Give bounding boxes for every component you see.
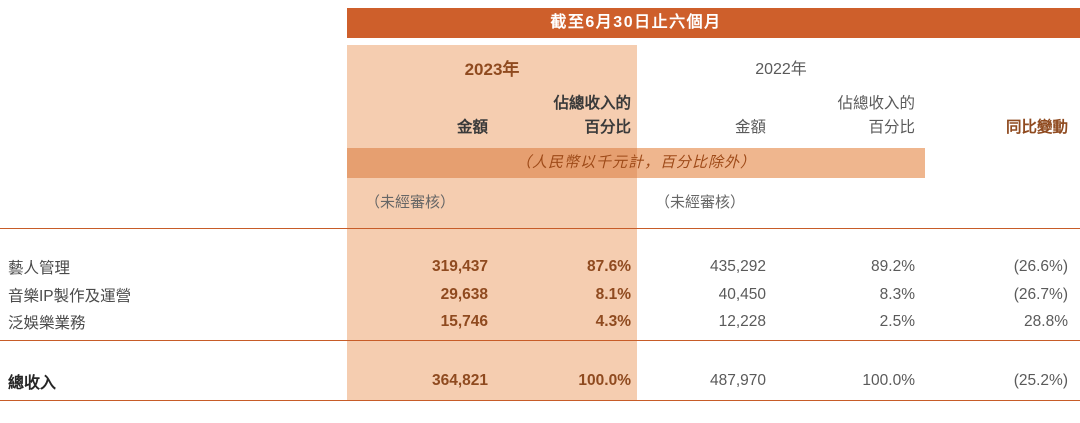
- total-amount-2022-cell: 487,970: [709, 371, 766, 389]
- amount-2023-header: 金額: [456, 119, 488, 136]
- yoy-change-header: 同比變動: [1005, 119, 1068, 136]
- percent-2022-cell: 2.5%: [879, 312, 915, 330]
- total-percent-2022-cell: 100.0%: [862, 371, 915, 389]
- total-amount-2023-cell: 364,821: [431, 371, 488, 389]
- unaudited-2023-label: （未經審核）: [365, 193, 456, 211]
- amount-2022-cell: 12,228: [718, 312, 766, 330]
- total-divider-line: [0, 340, 1080, 341]
- amount-2022-cell: 435,292: [709, 258, 766, 275]
- percent-2023-cell: 87.6%: [587, 258, 631, 275]
- total-yoy-change-cell: (25.2%): [1013, 371, 1068, 389]
- percent-2023-cell: 4.3%: [595, 312, 631, 330]
- total-row-label: 總收入: [8, 374, 57, 392]
- bottom-line: [0, 400, 1080, 401]
- row-label: 藝人管理: [8, 260, 71, 277]
- unit-note-band-2023: [347, 148, 637, 178]
- amount-2023-cell: 15,746: [440, 312, 488, 330]
- total-row: 總收入 364,821 100.0% 487,970 100.0% (25.2%…: [0, 367, 1080, 394]
- amount-2022-cell: 40,450: [718, 285, 766, 303]
- unaudited-2022-label: （未經審核）: [655, 193, 746, 211]
- unaudited-row: （未經審核） （未經審核）: [0, 188, 1080, 214]
- column-header-row: 金額 百分比 金額 百分比 同比變動: [0, 112, 1080, 140]
- unit-note: （人民幣以千元計，百分比除外）: [515, 154, 756, 171]
- share-of-revenue-2023-header: 佔總收入的: [553, 95, 631, 112]
- unit-note-band-2022: [637, 148, 925, 178]
- row-label: 音樂IP製作及運營: [8, 287, 132, 305]
- row-label: 泛娛樂業務: [8, 314, 86, 332]
- total-percent-2023-cell: 100.0%: [578, 371, 631, 389]
- column-highlight-2023: [347, 45, 637, 401]
- table-row: 泛娛樂業務 15,746 4.3% 12,228 2.5% 28.8%: [0, 308, 1080, 335]
- share-header-row: 佔總收入的 佔總收入的: [0, 92, 1080, 112]
- period-header-bar: 截至6月30日止六個月: [347, 8, 1080, 38]
- yoy-change-cell: 28.8%: [1024, 312, 1068, 330]
- yoy-change-cell: (26.6%): [1013, 258, 1068, 275]
- amount-2022-header: 金額: [734, 119, 766, 136]
- year-2022-header: 2022年: [755, 61, 807, 78]
- share-of-revenue-2022-header: 佔總收入的: [837, 95, 915, 112]
- year-header-row: 2023年 2022年: [0, 52, 1080, 82]
- percent-2022-header: 百分比: [868, 119, 915, 136]
- year-2023-header: 2023年: [464, 59, 520, 79]
- percent-2022-cell: 8.3%: [879, 285, 915, 303]
- table-row: 藝人管理 319,437 87.6% 435,292 89.2% (26.6%): [0, 253, 1080, 281]
- amount-2023-cell: 319,437: [431, 258, 488, 275]
- percent-2023-header: 百分比: [584, 119, 631, 136]
- header-divider-line: [0, 228, 1080, 229]
- period-header-title: 截至6月30日止六個月: [550, 14, 722, 31]
- percent-2023-cell: 8.1%: [595, 285, 631, 303]
- table-row: 音樂IP製作及運營 29,638 8.1% 40,450 8.3% (26.7%…: [0, 281, 1080, 308]
- amount-2023-cell: 29,638: [440, 285, 488, 303]
- yoy-change-cell: (26.7%): [1013, 285, 1068, 303]
- percent-2022-cell: 89.2%: [871, 258, 915, 275]
